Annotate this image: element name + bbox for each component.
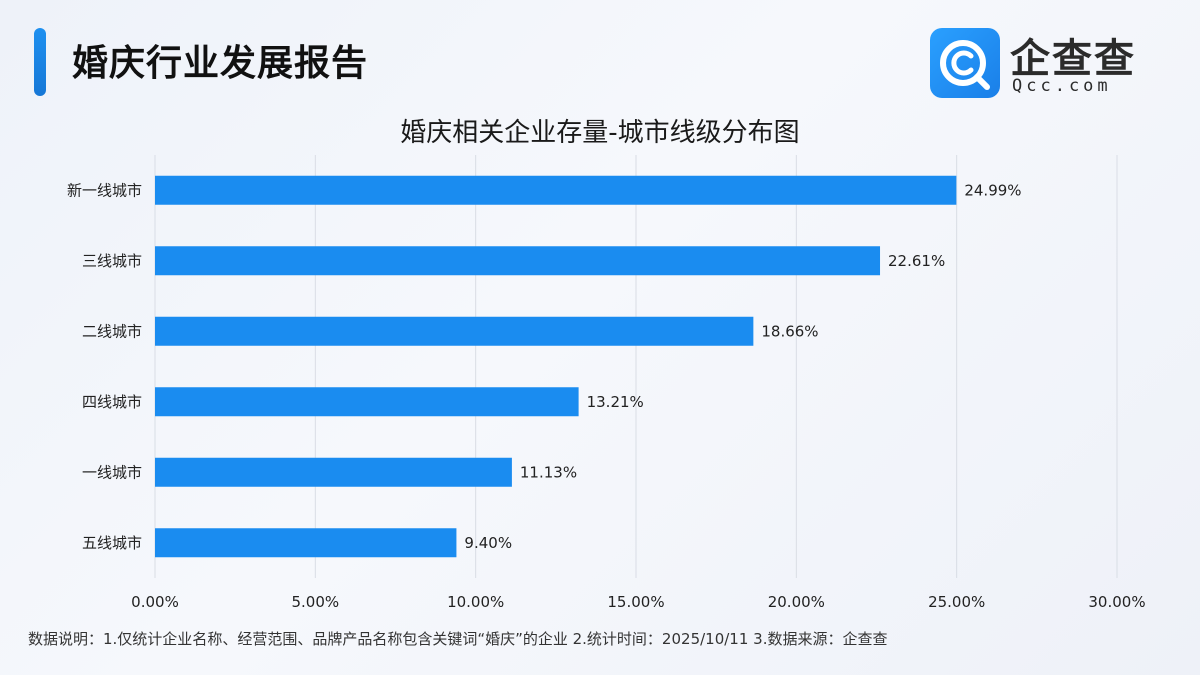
category-label: 一线城市	[82, 463, 142, 481]
data-label: 18.66%	[761, 322, 818, 340]
chart-title: 婚庆相关企业存量-城市线级分布图	[400, 118, 800, 148]
title-accent-bar	[34, 28, 46, 96]
qcc-magnifier-logo-icon	[930, 28, 1000, 98]
x-tick-label: 5.00%	[292, 593, 340, 611]
x-tick-label: 0.00%	[131, 593, 179, 611]
x-tick-label: 30.00%	[1088, 593, 1145, 611]
footnote: 数据说明：1.仅统计企业名称、经营范围、品牌产品名称包含关键词“婚庆”的企业 2…	[28, 630, 888, 648]
category-label: 五线城市	[82, 534, 142, 552]
bar	[155, 246, 881, 276]
bar	[155, 457, 512, 487]
page-title: 婚庆行业发展报告	[72, 43, 369, 84]
data-label: 24.99%	[964, 181, 1021, 199]
category-label: 三线城市	[82, 252, 142, 270]
x-tick-label: 15.00%	[607, 593, 664, 611]
logo-name: 企查查	[1010, 36, 1136, 82]
data-label: 13.21%	[587, 393, 644, 411]
logo-domain: Qcc.com	[1012, 76, 1112, 96]
data-label: 9.40%	[464, 534, 512, 552]
bar	[155, 528, 457, 558]
x-tick-label: 10.00%	[447, 593, 504, 611]
category-label: 二线城市	[82, 322, 142, 340]
category-label: 新一线城市	[67, 181, 142, 199]
bar	[155, 175, 957, 205]
bar	[155, 387, 579, 417]
qcc-logo: 企查查 Qcc.com	[930, 26, 1170, 102]
x-tick-label: 25.00%	[928, 593, 985, 611]
x-tick-label: 20.00%	[768, 593, 825, 611]
bar	[155, 316, 754, 346]
data-label: 11.13%	[520, 463, 577, 481]
data-label: 22.61%	[888, 252, 945, 270]
category-label: 四线城市	[82, 393, 142, 411]
